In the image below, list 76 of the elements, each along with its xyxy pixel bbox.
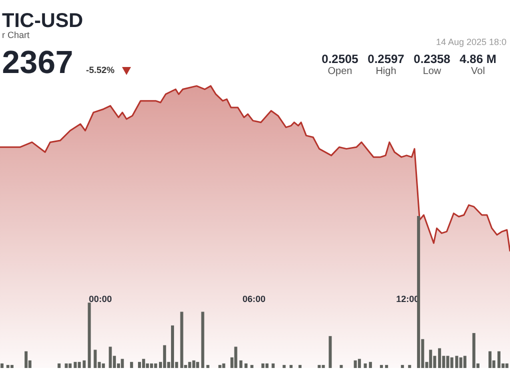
text: High xyxy=(374,66,398,77)
bar xyxy=(64,363,68,368)
bar xyxy=(108,346,112,368)
text: 4.86 M xyxy=(458,52,498,66)
bar xyxy=(472,333,476,368)
bar xyxy=(154,363,158,368)
bar xyxy=(282,364,286,368)
bar xyxy=(265,363,268,368)
bar xyxy=(380,364,383,368)
text: 2367 xyxy=(2,44,74,81)
text: Low xyxy=(422,66,442,77)
bar xyxy=(6,364,10,368)
bar xyxy=(446,356,450,368)
bar xyxy=(244,363,248,368)
bar xyxy=(239,360,242,368)
bar xyxy=(74,362,77,368)
chart-title: TIC-USD xyxy=(2,10,84,32)
bar xyxy=(400,364,404,368)
bar xyxy=(180,312,184,368)
bar xyxy=(368,362,372,368)
bar xyxy=(497,351,500,368)
bar xyxy=(340,364,343,368)
bar xyxy=(188,362,192,368)
bar xyxy=(417,216,420,368)
bar xyxy=(163,345,166,368)
x-tick-label: 00:00 xyxy=(88,294,112,304)
x-tick-label: 06:00 xyxy=(242,294,266,304)
bar xyxy=(206,364,210,368)
bar xyxy=(272,363,275,368)
bar xyxy=(10,364,14,368)
bar xyxy=(408,364,412,368)
bar xyxy=(250,364,254,368)
text: -5.52% xyxy=(86,65,115,75)
bar xyxy=(505,363,508,368)
bar xyxy=(438,348,442,368)
bar xyxy=(463,356,466,368)
bar xyxy=(429,350,432,368)
text: 0.2597 xyxy=(366,52,406,66)
text: Open xyxy=(326,66,354,77)
bar xyxy=(24,351,28,368)
bar xyxy=(290,364,293,368)
bar xyxy=(68,363,72,368)
text: Vol xyxy=(470,66,486,77)
bar xyxy=(222,363,226,368)
bar xyxy=(0,363,4,368)
bar xyxy=(354,360,357,368)
bar xyxy=(358,358,361,368)
text: 0.2505 xyxy=(320,52,360,66)
bar xyxy=(120,358,124,368)
bar xyxy=(88,302,91,368)
bar xyxy=(459,357,462,368)
chart-subtitle: r Chart xyxy=(2,30,30,40)
bar xyxy=(322,364,325,368)
bar xyxy=(218,364,222,368)
bar xyxy=(138,362,141,368)
bar xyxy=(201,312,204,368)
bar xyxy=(102,363,105,368)
bar xyxy=(94,350,97,368)
text: 0.2358 xyxy=(412,52,452,66)
bar xyxy=(328,336,332,368)
bar xyxy=(146,363,149,368)
bar xyxy=(364,363,367,368)
bar xyxy=(130,362,134,368)
bar xyxy=(58,363,61,368)
text: 14 Aug 2025 18:0 xyxy=(436,37,507,47)
bar xyxy=(234,346,238,368)
bar xyxy=(171,325,174,368)
bar xyxy=(150,363,154,368)
bar xyxy=(488,351,492,368)
bar xyxy=(196,362,200,368)
bar xyxy=(142,358,146,368)
bar xyxy=(192,360,196,368)
bar xyxy=(385,364,388,368)
bar xyxy=(298,364,302,368)
bar xyxy=(318,364,321,368)
bar xyxy=(261,363,264,368)
